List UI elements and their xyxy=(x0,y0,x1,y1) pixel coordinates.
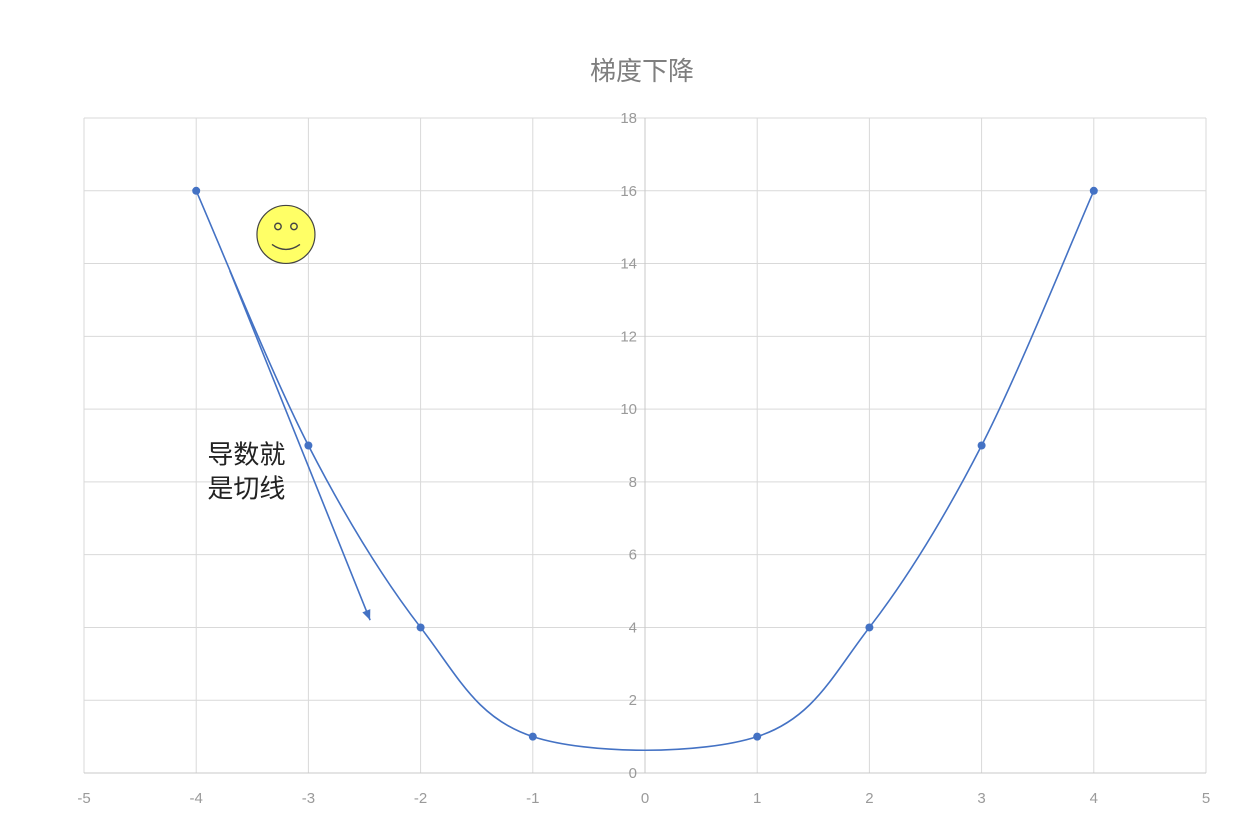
x-tick-label: 3 xyxy=(977,790,985,807)
smiley-face xyxy=(256,204,316,265)
smiley-left-eye xyxy=(274,222,282,231)
data-point xyxy=(865,623,874,632)
x-tick-label: -3 xyxy=(302,790,315,807)
x-tick-label: -1 xyxy=(526,790,539,807)
axes xyxy=(84,118,1206,774)
data-point xyxy=(416,623,425,632)
x-tick-label: 5 xyxy=(1202,790,1210,807)
y-tick-label: 18 xyxy=(620,110,637,127)
data-point xyxy=(1089,186,1098,195)
y-tick-label: 16 xyxy=(620,183,637,200)
smiley-mouth xyxy=(271,243,301,251)
x-tick-label: 2 xyxy=(865,790,873,807)
annotation-line: 是切线 xyxy=(207,475,285,505)
x-tick-label: 0 xyxy=(641,790,649,807)
data-point xyxy=(977,441,986,450)
annotation-text: 导数就是切线 xyxy=(207,441,285,505)
x-tick-label: 1 xyxy=(753,790,761,807)
data-point xyxy=(304,441,313,450)
series-group xyxy=(192,186,1098,752)
tangent-arrow xyxy=(229,270,371,621)
chart-title: 梯度下降 xyxy=(590,57,694,87)
y-tick-label: 6 xyxy=(629,547,637,564)
x-tick-label: -4 xyxy=(190,790,203,807)
data-point xyxy=(753,732,762,741)
y-tick-label: 8 xyxy=(629,474,637,491)
data-point xyxy=(528,732,537,741)
smiley-icon xyxy=(256,204,316,265)
y-tick-label: 10 xyxy=(620,401,637,418)
x-tick-label: -2 xyxy=(414,790,427,807)
annotations: 导数就是切线 xyxy=(207,204,371,621)
data-point xyxy=(192,186,201,195)
y-tick-label: 2 xyxy=(629,692,637,709)
x-tick-label: -5 xyxy=(77,790,90,807)
y-tick-label: 4 xyxy=(629,619,637,636)
arrowhead-icon xyxy=(362,609,371,621)
smiley-right-eye xyxy=(290,222,298,231)
y-tick-label: 12 xyxy=(620,328,637,345)
y-tick-label: 14 xyxy=(620,256,637,273)
x-tick-label: 4 xyxy=(1090,790,1098,807)
y-tick-label: 0 xyxy=(629,765,637,782)
annotation-line: 导数就 xyxy=(207,441,285,471)
